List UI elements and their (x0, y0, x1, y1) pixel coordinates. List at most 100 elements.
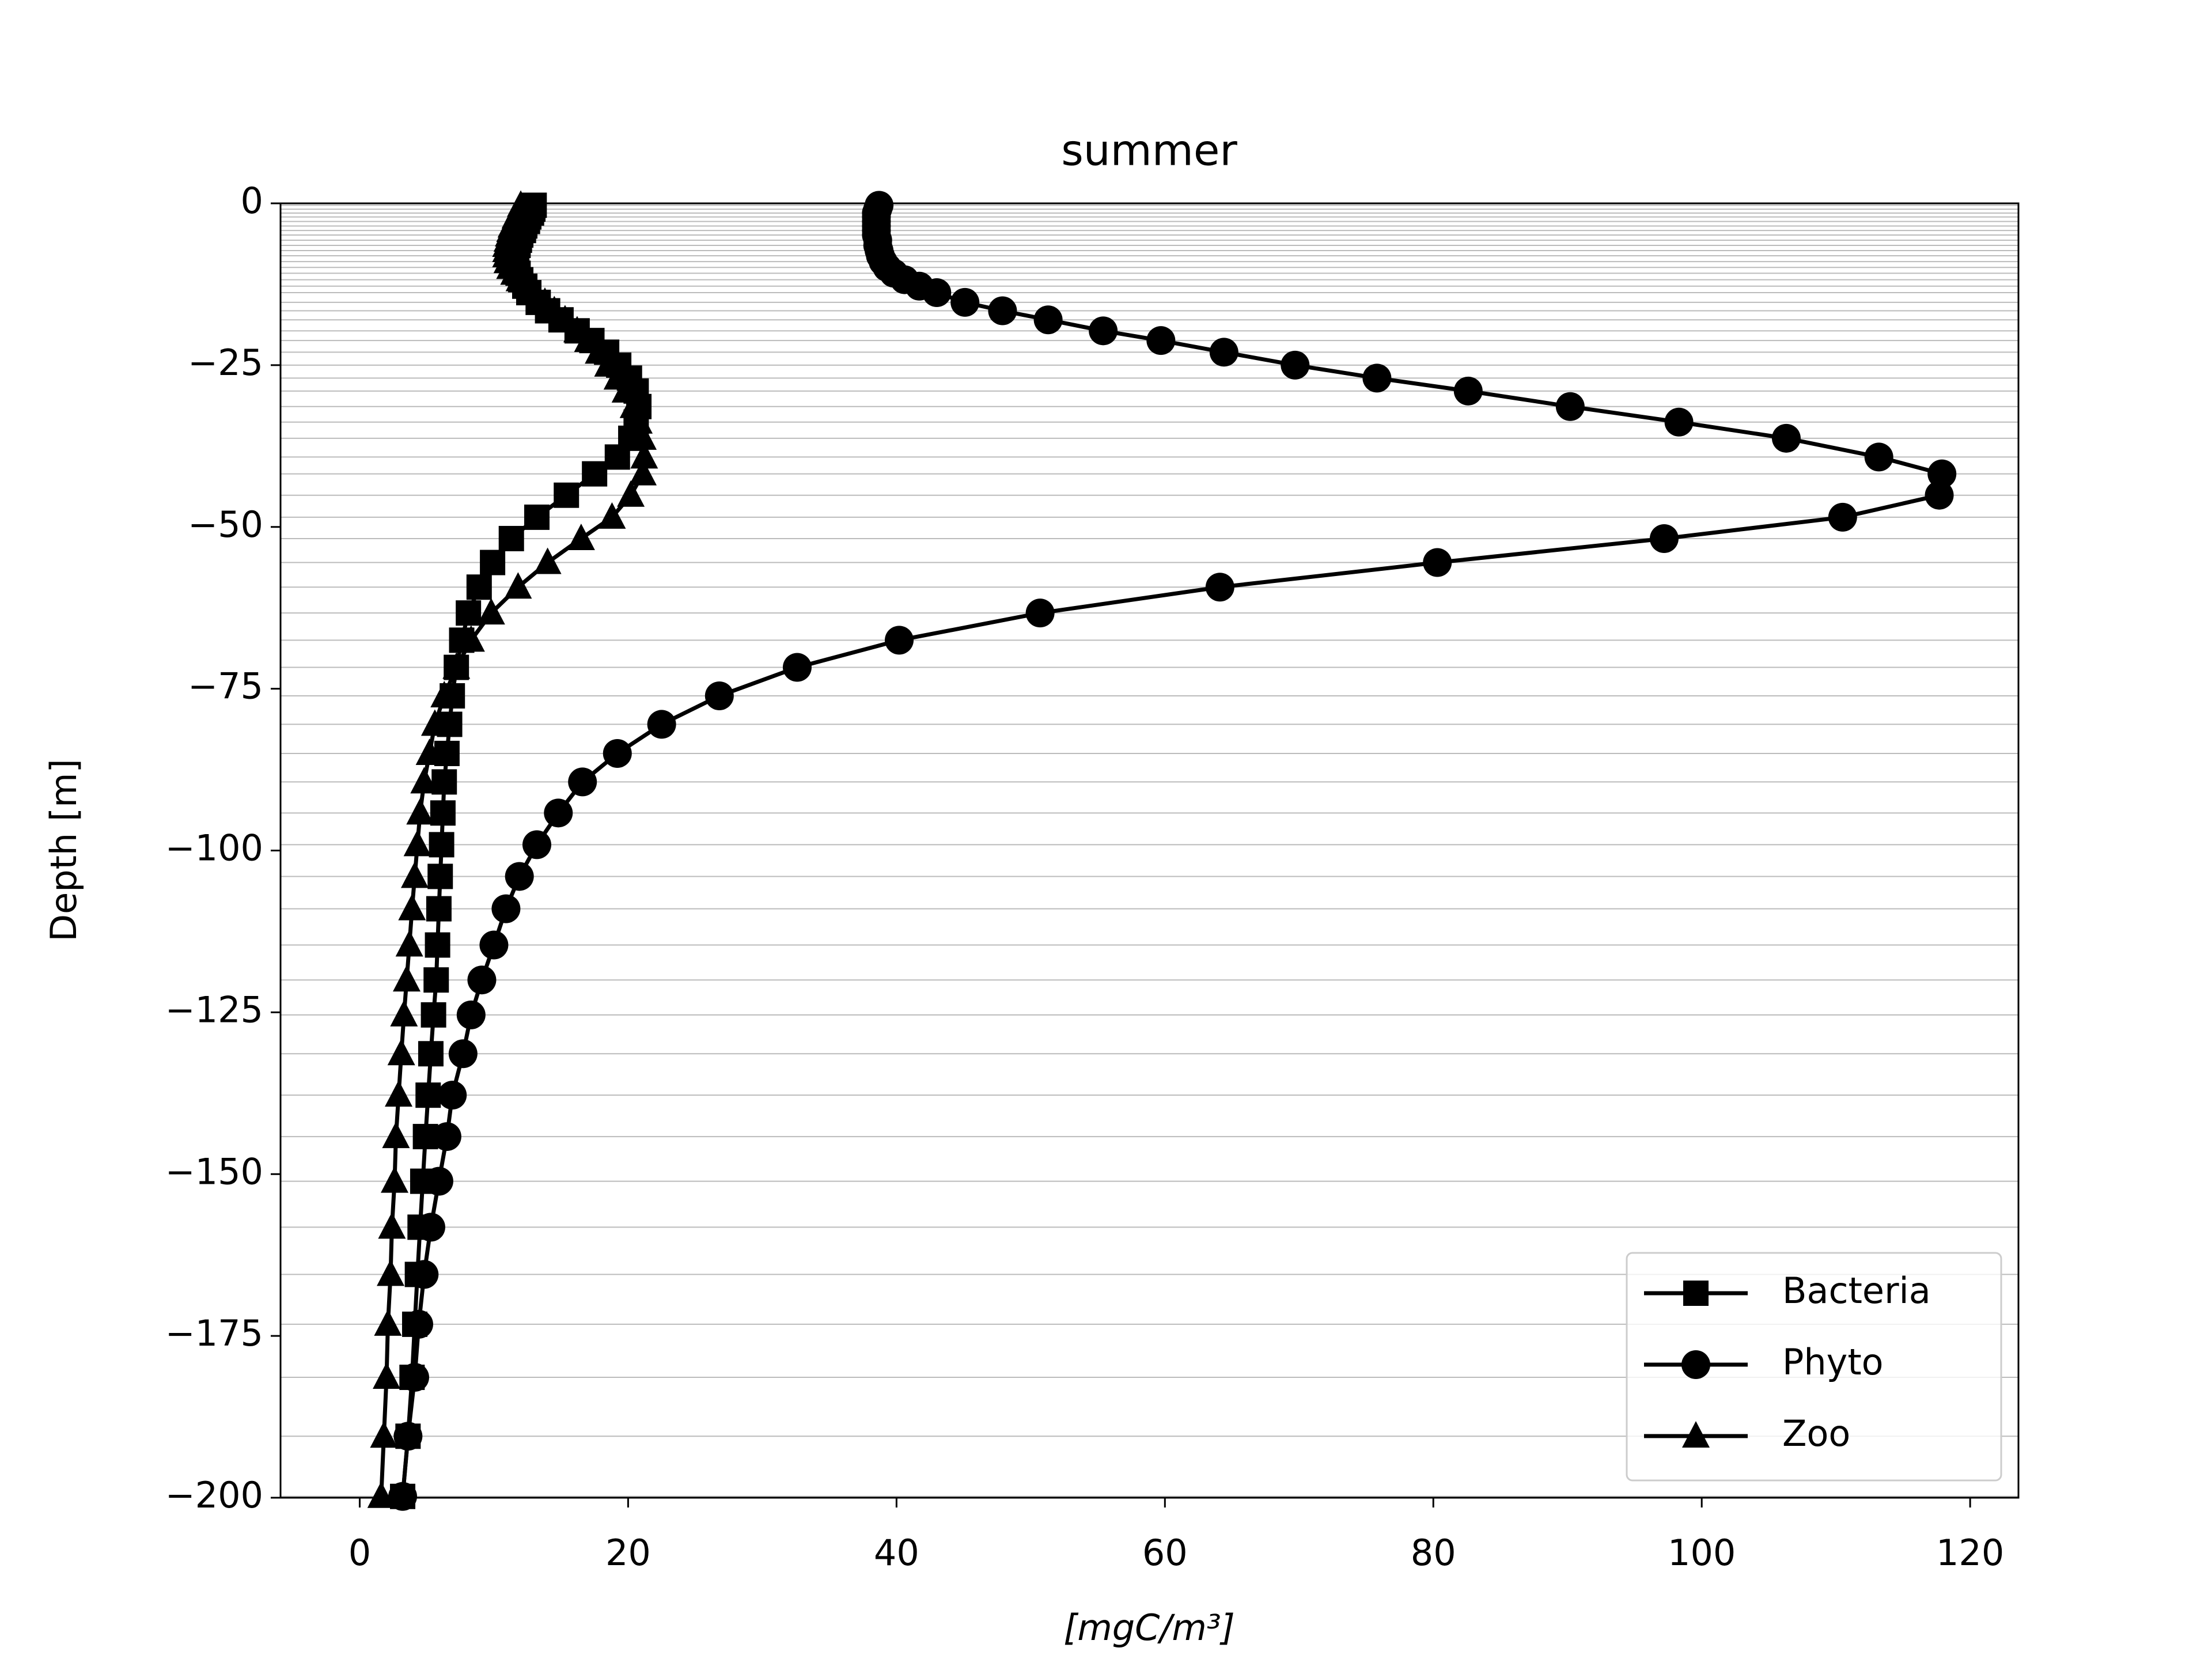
legend-box (1626, 1252, 2002, 1482)
marker-square (554, 482, 579, 508)
y-tick-label: 0 (241, 180, 263, 222)
marker-triangle (1682, 1421, 1710, 1448)
marker-circle (522, 830, 551, 859)
y-tick-label: −150 (165, 1150, 263, 1192)
marker-triangle (625, 407, 653, 434)
marker-triangle (504, 572, 532, 599)
x-tick-label: 120 (1936, 1532, 2004, 1574)
marker-circle (1453, 376, 1483, 406)
marker-triangle (390, 999, 418, 1027)
marker-triangle (477, 598, 505, 625)
marker-square (466, 574, 492, 600)
marker-triangle (385, 1080, 413, 1107)
marker-circle (1828, 502, 1857, 532)
marker-triangle (406, 798, 434, 825)
marker-triangle (398, 893, 426, 921)
marker-triangle (567, 523, 595, 550)
marker-circle (1025, 599, 1055, 628)
marker-circle (603, 738, 632, 768)
marker-circle (950, 287, 980, 317)
marker-circle (448, 1039, 478, 1069)
marker-triangle (392, 965, 421, 992)
x-tick-label: 20 (605, 1532, 651, 1574)
marker-triangle (373, 1362, 401, 1389)
marker-circle (393, 1422, 423, 1451)
marker-triangle (410, 767, 438, 794)
marker-square (524, 504, 550, 530)
marker-circle (1864, 442, 1893, 472)
marker-triangle (400, 861, 429, 888)
y-tick-label: −100 (165, 827, 263, 869)
x-tick-label: 60 (1142, 1532, 1188, 1574)
marker-circle (1925, 480, 1954, 510)
marker-square (427, 863, 453, 889)
x-tick-label: 80 (1411, 1532, 1456, 1574)
marker-square (423, 967, 449, 993)
marker-circle (424, 1166, 453, 1196)
marker-square (604, 444, 630, 470)
marker-square (418, 1041, 444, 1067)
x-tick-label: 40 (874, 1532, 919, 1574)
x-axis-label: [mgC/m³] (1063, 1607, 1235, 1649)
marker-circle (416, 1213, 445, 1242)
marker-triangle (403, 830, 431, 857)
y-axis-label: Depth [m] (43, 759, 85, 941)
marker-circle (505, 862, 534, 891)
marker-circle (885, 626, 914, 655)
marker-circle (1281, 350, 1310, 380)
marker-circle (491, 894, 521, 923)
marker-circle (647, 710, 676, 739)
y-tick-label: −125 (165, 988, 263, 1031)
marker-triangle (415, 738, 444, 765)
marker-circle (1089, 316, 1118, 346)
marker-triangle (629, 423, 657, 450)
marker-circle (568, 767, 597, 797)
marker-triangle (381, 1166, 409, 1193)
marker-triangle (430, 680, 459, 707)
marker-triangle (377, 1259, 405, 1286)
marker-triangle (617, 480, 645, 507)
marker-square (425, 932, 450, 958)
marker-triangle (551, 305, 579, 332)
legend-label: Bacteria (1782, 1270, 1931, 1312)
plot-frame (279, 202, 2020, 1499)
marker-square (415, 1082, 441, 1108)
y-tick-label: −175 (165, 1312, 263, 1354)
marker-triangle (395, 930, 423, 957)
marker-triangle (421, 709, 449, 736)
marker-triangle (382, 1122, 410, 1149)
marker-square (429, 832, 454, 858)
marker-circle (1927, 459, 1957, 488)
marker-circle (404, 1309, 433, 1339)
marker-circle (479, 930, 509, 960)
marker-circle (456, 1000, 486, 1029)
legend-label: Phyto (1782, 1341, 1884, 1383)
marker-circle (432, 1122, 461, 1152)
marker-square (430, 800, 456, 826)
marker-circle (1681, 1350, 1710, 1379)
chart-title: summer (1061, 126, 1237, 176)
marker-circle (438, 1081, 467, 1110)
marker-circle (988, 296, 1017, 325)
marker-triangle (378, 1212, 406, 1239)
marker-circle (1555, 392, 1585, 421)
marker-triangle (442, 652, 471, 679)
marker-circle (1423, 548, 1452, 577)
marker-triangle (370, 1421, 398, 1448)
marker-square (426, 896, 452, 922)
marker-circle (544, 798, 573, 828)
marker-triangle (533, 547, 562, 574)
marker-circle (1664, 407, 1694, 437)
marker-triangle (457, 625, 485, 652)
marker-circle (782, 653, 812, 682)
marker-square (498, 525, 524, 551)
marker-square (480, 550, 506, 575)
marker-square (421, 1002, 446, 1028)
marker-circle (704, 681, 734, 710)
x-tick-label: 0 (349, 1532, 371, 1574)
marker-square (582, 461, 608, 487)
y-tick-label: −200 (165, 1474, 263, 1516)
marker-triangle (387, 1039, 415, 1066)
marker-circle (1771, 423, 1801, 453)
